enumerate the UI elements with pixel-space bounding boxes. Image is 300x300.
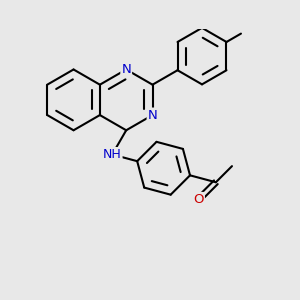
Text: N: N bbox=[121, 63, 131, 76]
Text: NH: NH bbox=[103, 148, 122, 161]
Text: N: N bbox=[148, 109, 158, 122]
Text: O: O bbox=[194, 193, 204, 206]
